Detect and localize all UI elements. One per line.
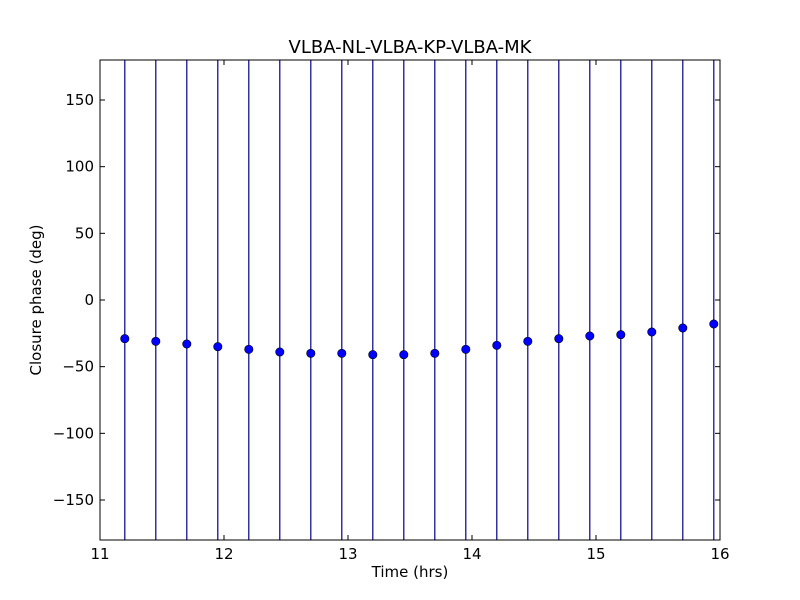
data-point xyxy=(709,319,719,329)
data-point xyxy=(399,350,409,360)
error-bars xyxy=(124,60,715,540)
data-point xyxy=(554,334,564,344)
y-axis-ticks: −150 −100 −50 0 50 100 150 xyxy=(53,91,720,509)
data-point xyxy=(523,336,533,346)
y-tick-label: 100 xyxy=(65,158,94,176)
x-tick-label: 11 xyxy=(90,545,109,563)
data-point xyxy=(306,348,316,358)
y-tick-label: −50 xyxy=(62,358,94,376)
data-point xyxy=(244,344,254,354)
data-points xyxy=(120,319,719,360)
x-tick-label: 16 xyxy=(710,545,729,563)
data-point xyxy=(461,344,471,354)
data-point xyxy=(337,348,347,358)
chart-title: VLBA-NL-VLBA-KP-VLBA-MK xyxy=(289,37,533,58)
data-point xyxy=(120,334,130,344)
data-point xyxy=(616,330,626,340)
x-tick-label: 15 xyxy=(586,545,605,563)
y-tick-label: 0 xyxy=(84,291,94,309)
data-point xyxy=(275,347,285,357)
x-tick-label: 14 xyxy=(462,545,481,563)
y-tick-label: −100 xyxy=(53,424,94,442)
y-tick-label: 50 xyxy=(75,224,94,242)
data-point xyxy=(430,348,440,358)
data-point xyxy=(368,350,378,360)
x-axis-ticks: 11 12 13 14 15 16 xyxy=(90,60,730,563)
data-point xyxy=(151,336,161,346)
data-point xyxy=(492,340,502,350)
data-point xyxy=(213,342,223,352)
data-point xyxy=(585,331,595,341)
data-point xyxy=(647,327,657,337)
y-tick-label: −150 xyxy=(53,491,94,509)
y-axis-label: Closure phase (deg) xyxy=(27,225,45,376)
x-tick-label: 12 xyxy=(214,545,233,563)
x-axis-label: Time (hrs) xyxy=(371,563,449,581)
x-tick-label: 13 xyxy=(338,545,357,563)
plot-background xyxy=(100,60,720,540)
data-point xyxy=(182,339,192,349)
y-tick-label: 150 xyxy=(65,91,94,109)
data-point xyxy=(678,323,688,333)
